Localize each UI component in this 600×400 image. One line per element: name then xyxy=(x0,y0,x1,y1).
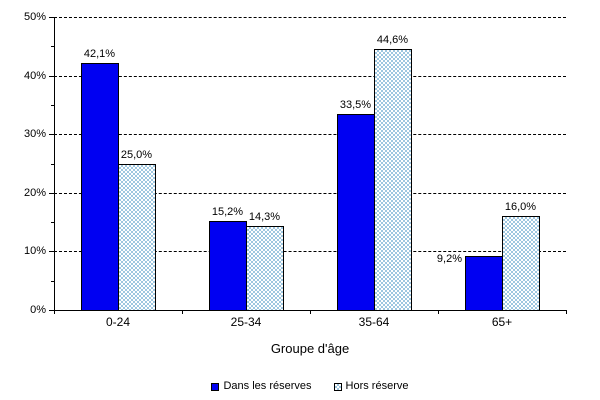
y-axis-tick-label: 20% xyxy=(23,186,46,199)
bar-35-64-series-1 xyxy=(374,48,412,311)
y-axis-major-tick xyxy=(49,75,54,77)
y-axis-minor-tick xyxy=(51,280,54,282)
x-axis-line xyxy=(54,310,567,311)
x-axis-tick xyxy=(566,310,567,314)
bar-65+-series-1 xyxy=(502,216,540,311)
legend-item-series-0: Dans les réserves xyxy=(211,380,312,393)
gridline xyxy=(54,134,566,136)
bar-value-label: 42,1% xyxy=(83,48,116,61)
bar-35-64-series-0 xyxy=(337,113,375,311)
x-axis-category-label: 65+ xyxy=(491,315,513,329)
y-axis-minor-tick xyxy=(51,222,54,224)
y-axis-major-tick xyxy=(49,310,54,311)
legend-label: Hors réserve xyxy=(345,380,409,392)
bar-65+-series-0 xyxy=(465,256,503,311)
bar-value-label: 15,2% xyxy=(211,205,244,218)
y-axis-minor-tick xyxy=(51,163,54,165)
bar-value-label: 16,0% xyxy=(504,201,537,214)
legend-swatch-icon xyxy=(333,382,342,391)
legend-item-series-1: Hors réserve xyxy=(333,380,409,393)
bar-25-34-series-0 xyxy=(209,220,247,311)
x-axis-tick xyxy=(310,310,311,314)
bar-0-24-series-0 xyxy=(81,63,119,311)
bar-value-label: 14,3% xyxy=(248,211,281,224)
y-axis-major-tick xyxy=(49,17,54,18)
bar-value-label: 44,6% xyxy=(376,33,409,46)
legend-label: Dans les réserves xyxy=(223,380,312,392)
bar-0-24-series-1 xyxy=(118,163,156,311)
y-axis-tick-label: 30% xyxy=(23,128,46,141)
gridline xyxy=(54,17,566,18)
bar-value-label: 9,2% xyxy=(436,253,462,266)
y-axis-tick-label: 0% xyxy=(30,304,46,316)
y-axis-tick-label: 40% xyxy=(23,69,46,82)
x-axis-category-label: 0-24 xyxy=(105,315,131,329)
y-axis-major-tick xyxy=(49,134,54,136)
x-axis-tick xyxy=(438,310,439,314)
x-axis-category-label: 25-34 xyxy=(230,315,262,329)
y-axis-minor-tick xyxy=(51,104,54,106)
y-axis-line xyxy=(54,17,55,311)
gridline xyxy=(54,251,566,253)
x-axis-title: Groupe d'âge xyxy=(270,341,350,356)
x-axis-category-label: 35-64 xyxy=(358,315,390,329)
gridline xyxy=(54,192,566,194)
y-axis-tick-label: 10% xyxy=(23,245,46,258)
bar-value-label: 25,0% xyxy=(120,148,153,161)
y-axis-major-tick xyxy=(49,251,54,253)
x-axis-tick xyxy=(182,310,183,314)
y-axis-tick-label: 50% xyxy=(23,11,46,23)
gridline xyxy=(54,75,566,77)
y-axis-major-tick xyxy=(49,192,54,194)
y-axis-minor-tick xyxy=(51,46,54,48)
legend-swatch-icon xyxy=(211,382,220,391)
bar-25-34-series-1 xyxy=(246,226,284,311)
legend: Dans les réserves Hors réserve xyxy=(54,380,566,393)
x-axis-tick xyxy=(54,310,55,314)
bar-value-label: 33,5% xyxy=(339,98,372,111)
